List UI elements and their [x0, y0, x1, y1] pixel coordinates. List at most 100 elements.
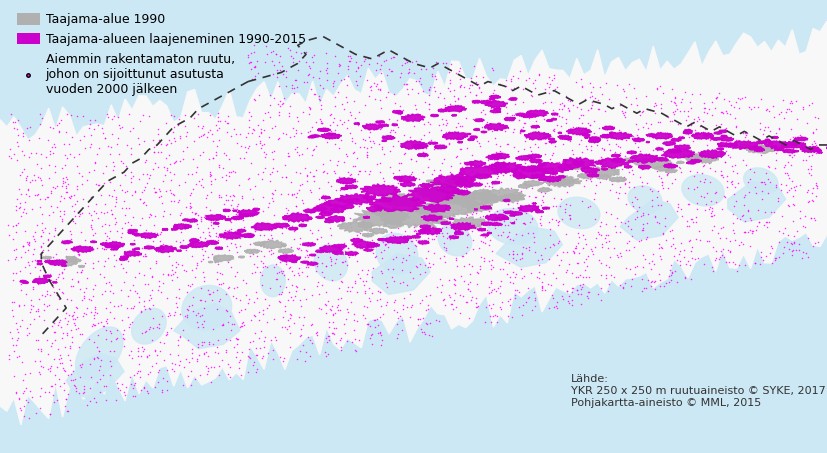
Point [463, 88, 476, 95]
Point [484, 288, 497, 295]
Point [103, 228, 117, 235]
Point [17, 301, 31, 308]
Point [190, 220, 203, 227]
Point [670, 148, 683, 155]
Point [48, 372, 61, 379]
Point [10, 222, 23, 229]
Point [163, 310, 176, 317]
Point [174, 158, 187, 165]
Point [218, 117, 232, 125]
Point [223, 336, 237, 343]
Polygon shape [464, 185, 472, 187]
Polygon shape [205, 215, 226, 221]
Point [243, 123, 256, 130]
Point [612, 190, 625, 197]
Point [177, 237, 190, 244]
Polygon shape [553, 178, 574, 185]
Point [37, 266, 50, 274]
Point [724, 237, 737, 245]
Point [455, 145, 468, 153]
Polygon shape [320, 133, 342, 139]
Point [60, 252, 73, 259]
Point [672, 200, 685, 207]
Point [758, 126, 771, 134]
Point [689, 213, 702, 221]
Point [436, 296, 449, 304]
Point [237, 216, 250, 223]
Point [2, 222, 15, 229]
Point [606, 181, 619, 188]
Point [55, 218, 69, 225]
Point [147, 185, 160, 192]
Point [191, 110, 204, 117]
Point [205, 212, 218, 219]
Point [801, 186, 815, 193]
Point [2, 231, 16, 239]
Point [694, 177, 707, 184]
Point [136, 111, 149, 119]
Point [55, 270, 68, 277]
Point [299, 217, 312, 224]
Point [595, 153, 608, 160]
Point [501, 232, 514, 239]
Point [756, 178, 769, 186]
Point [769, 183, 782, 191]
Point [457, 278, 471, 285]
Point [294, 325, 308, 332]
Point [471, 80, 485, 87]
Point [265, 194, 279, 202]
Point [477, 73, 490, 80]
Point [67, 207, 80, 215]
Point [529, 193, 543, 201]
Point [376, 310, 390, 317]
Point [586, 247, 599, 255]
Point [177, 327, 190, 334]
Polygon shape [772, 145, 777, 147]
Polygon shape [535, 163, 572, 173]
Point [412, 316, 425, 323]
Point [448, 276, 461, 284]
Polygon shape [627, 151, 637, 154]
Point [244, 240, 257, 247]
Point [608, 245, 621, 252]
Point [93, 347, 106, 354]
Point [116, 316, 129, 323]
Point [248, 227, 261, 235]
Point [584, 176, 597, 183]
Point [788, 134, 801, 141]
Point [246, 251, 259, 258]
Point [271, 222, 284, 230]
Point [692, 115, 705, 122]
Point [406, 275, 419, 282]
Point [477, 255, 490, 262]
Point [393, 190, 406, 198]
Point [45, 342, 58, 349]
Point [221, 212, 234, 220]
Point [280, 67, 293, 74]
Point [256, 116, 270, 124]
Point [84, 120, 97, 127]
Point [739, 217, 752, 225]
Point [195, 320, 208, 327]
Point [500, 270, 514, 277]
Point [28, 177, 41, 184]
Point [219, 307, 232, 314]
Point [363, 323, 376, 330]
Point [601, 232, 614, 239]
Point [309, 329, 323, 337]
Point [102, 191, 115, 198]
Point [273, 111, 286, 118]
Polygon shape [452, 177, 465, 181]
Point [152, 136, 165, 143]
Point [204, 217, 218, 224]
Point [754, 145, 767, 152]
Point [729, 136, 743, 143]
Point [688, 255, 701, 263]
Point [300, 247, 313, 255]
Point [753, 125, 767, 132]
Point [648, 212, 662, 219]
Point [49, 275, 62, 282]
Point [194, 216, 208, 223]
Point [535, 222, 548, 229]
Point [715, 141, 728, 148]
